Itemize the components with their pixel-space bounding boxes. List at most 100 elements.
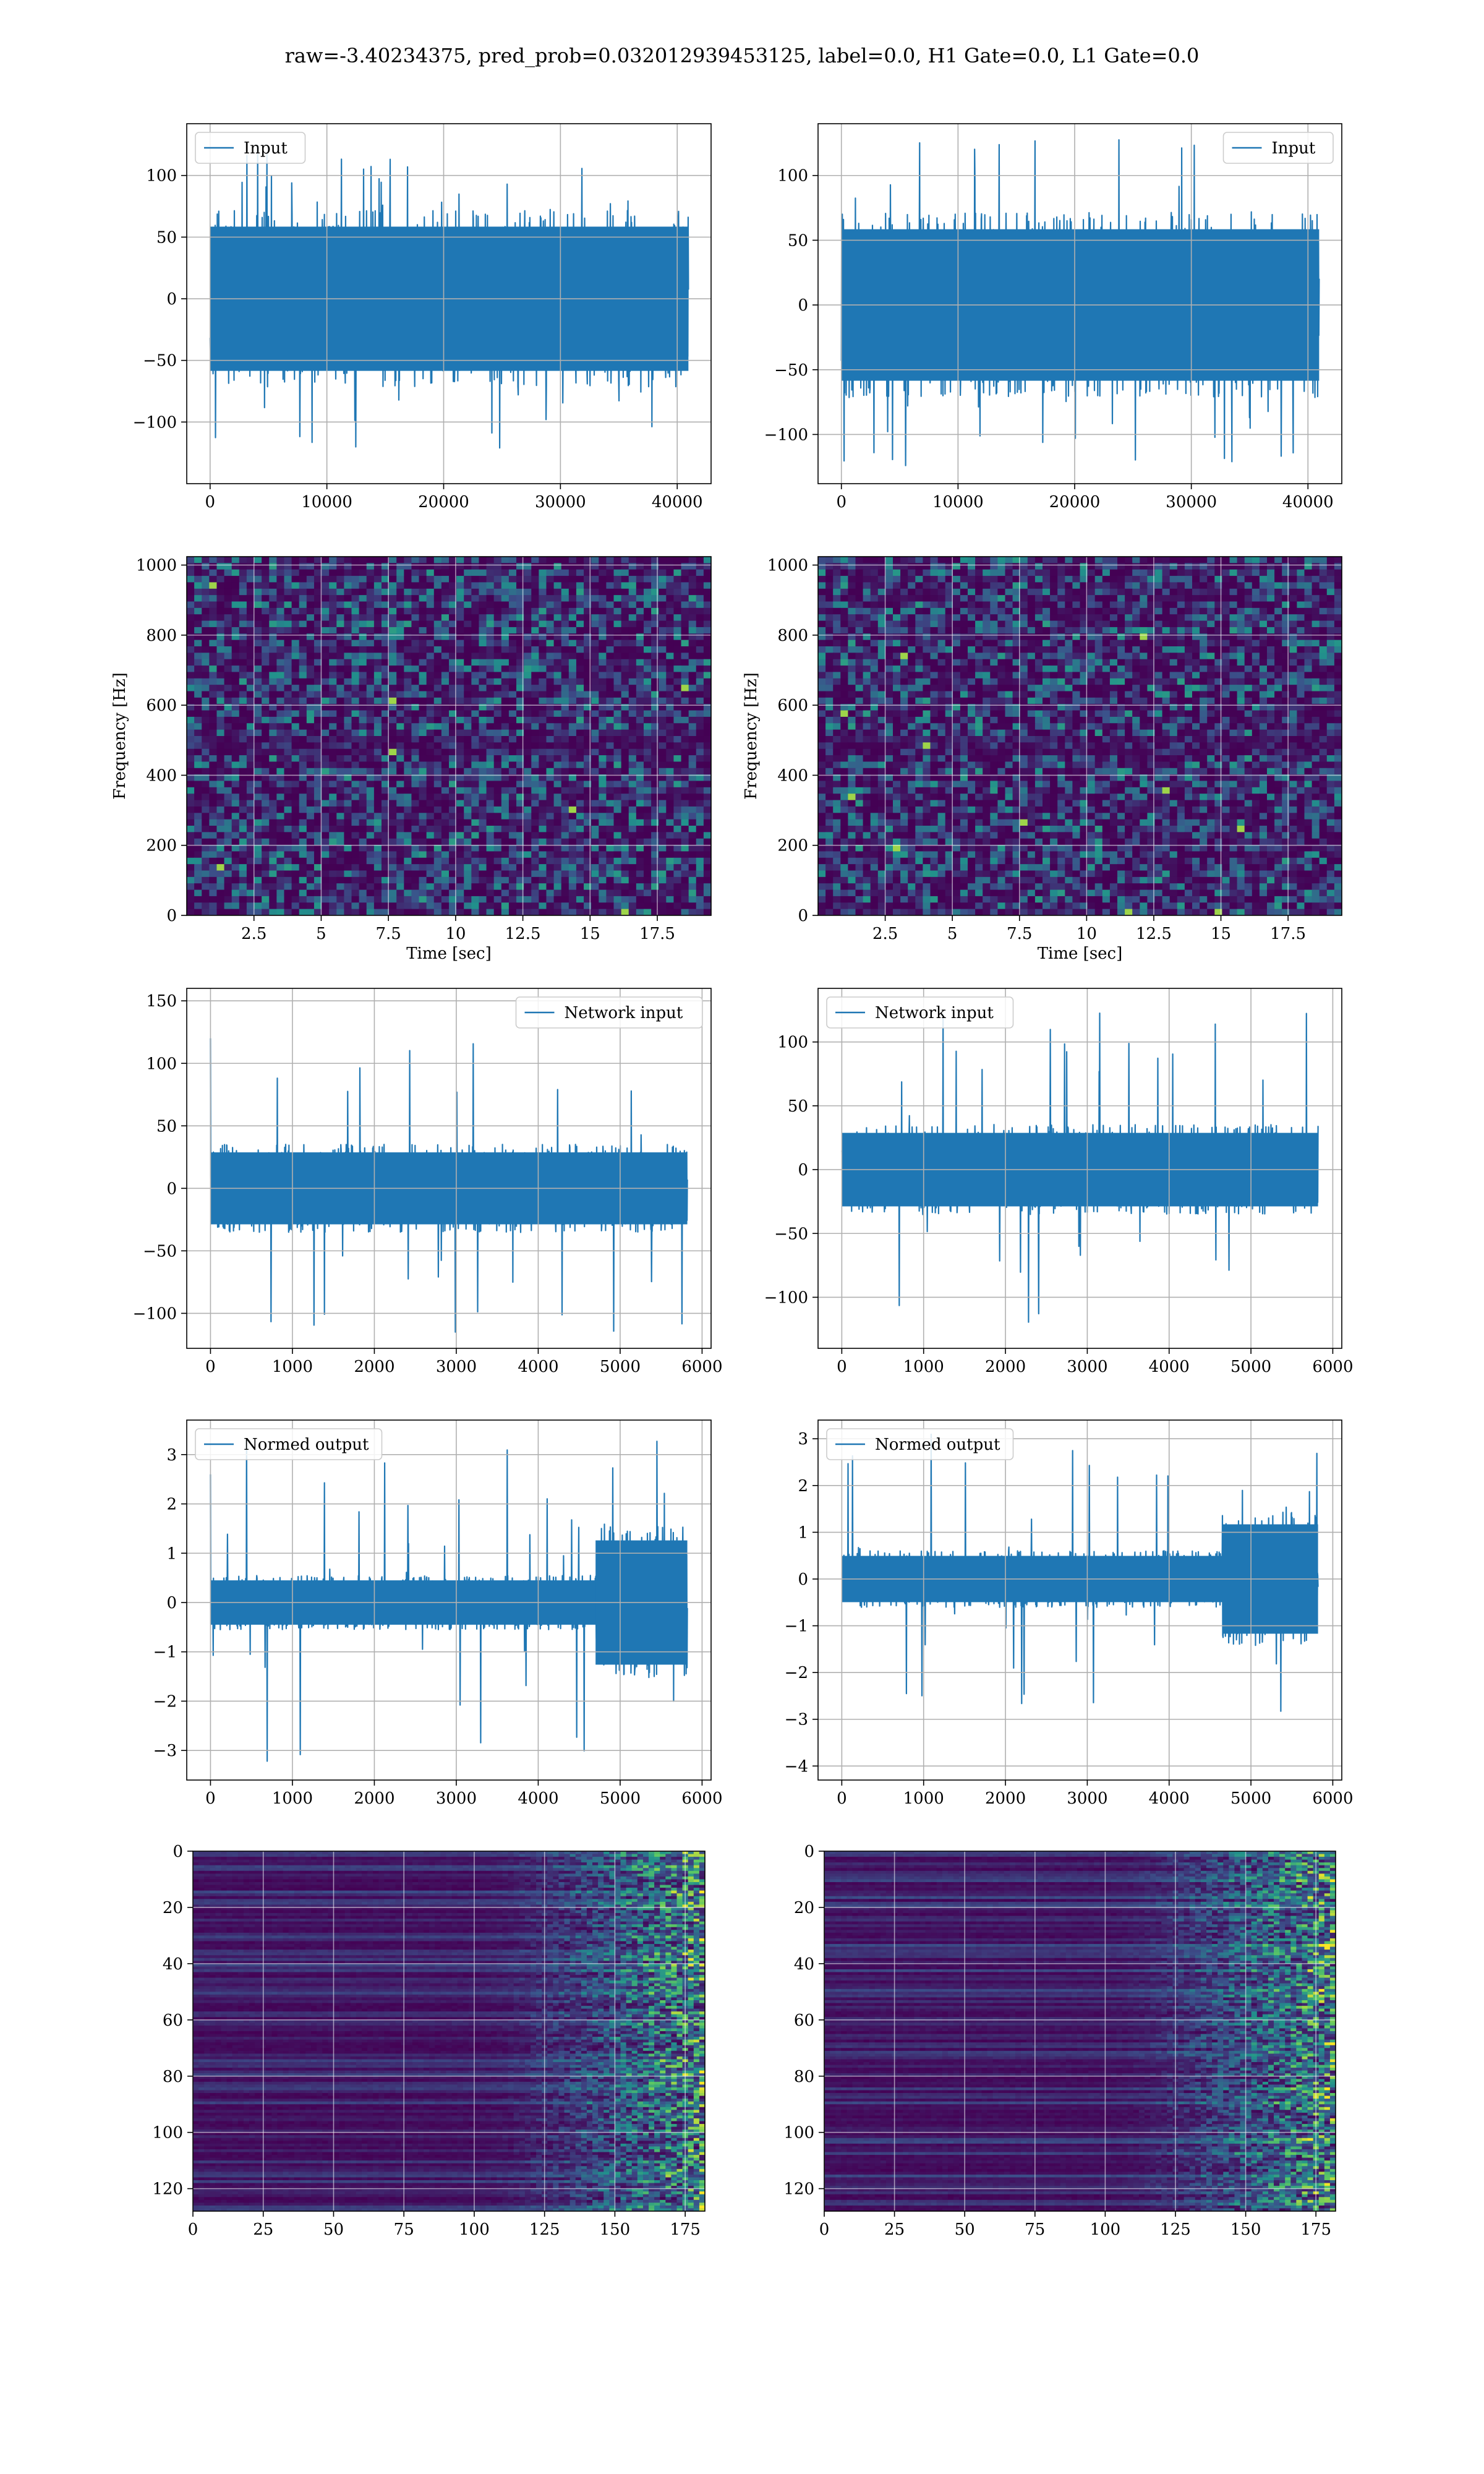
legend-label: Normed output (244, 1436, 369, 1454)
y-tick-label: 1 (166, 1544, 177, 1563)
axes-frame (817, 988, 1342, 1349)
x-tick-label: 12.5 (505, 925, 541, 943)
subplot-row5-right: 0 25 50 75 100 125 150 175 0 20 40 60 80 100 120 (783, 1843, 1336, 2239)
x-tick-label: 0 (837, 1789, 847, 1808)
y-tick-label: −50 (774, 1225, 808, 1243)
x-tick-label: 1000 (272, 1789, 313, 1808)
y-tick-label: 60 (794, 2011, 814, 2030)
tick-labels: 0 25 50 75 100 125 150 175 0 20 40 60 80 100 120 (152, 1843, 701, 2239)
x-axis-label: Time [sec] (1038, 944, 1123, 963)
subplot-grid: 0 10000 20000 30000 40000−100−50050100Input0… (111, 123, 1354, 2239)
x-tick-label: 5 (947, 925, 958, 943)
y-tick-label: −100 (764, 426, 808, 444)
x-tick-label: 6000 (1312, 1358, 1353, 1376)
axes-frame (186, 1419, 712, 1781)
x-tick-label: 1000 (903, 1358, 944, 1376)
y-tick-label: −3 (153, 1742, 177, 1760)
y-tick-label: 3 (798, 1430, 808, 1449)
x-tick-label: 12.5 (1136, 925, 1172, 943)
x-tick-label: 2000 (354, 1789, 394, 1808)
figure-suptitle: raw=-3.40234375, pred_prob=0.03201293945… (285, 44, 1200, 67)
x-tick-label: 40000 (652, 493, 703, 511)
x-tick-label: 75 (394, 2220, 414, 2239)
legend: Network input (515, 996, 703, 1029)
x-tick-label: 17.5 (1270, 925, 1306, 943)
y-tick-label: 0 (804, 1843, 814, 1861)
y-tick-label: 0 (798, 296, 808, 315)
x-tick-label: 175 (670, 2220, 701, 2239)
y-tick-label: 80 (163, 2068, 183, 2086)
x-tick-label: 5000 (1230, 1358, 1271, 1376)
axes-frame (817, 556, 1342, 916)
legend: Normed output (195, 1428, 383, 1460)
x-tick-label: 1000 (903, 1789, 944, 1808)
subplot-row2-left: 2.5 5 7.5 10 12.5 15 17.5 0 200 400 600 800 1000 Time… (111, 556, 712, 963)
y-tick-label: 100 (146, 1055, 177, 1073)
tick-labels: 0 1000 2000 3000 4000 5000 6000 −3 −2 −1 0 1 2 3 (153, 1446, 723, 1808)
y-tick-label: 0 (798, 1161, 808, 1179)
y-tick-label: 20 (794, 1899, 814, 1917)
x-tick-label: 15 (580, 925, 600, 943)
subplot-row2-right: 2.5 5 7.5 10 12.5 15 17.5 0 200 400 600 800 1000 Time… (742, 556, 1342, 963)
x-tick-label: 4000 (1149, 1358, 1190, 1376)
x-tick-label: 150 (1230, 2220, 1261, 2239)
x-tick-label: 0 (205, 493, 215, 511)
x-tick-label: 4000 (518, 1789, 558, 1808)
y-tick-label: 0 (166, 1594, 177, 1612)
y-tick-label: 400 (146, 766, 177, 785)
subplot-row4-left: 0 1000 2000 3000 4000 5000 6000 −3 −2 −1 0 1 2 3 Norme… (153, 1419, 723, 1808)
subplot-row1-right: 0 10000 20000 30000 40000 −100 −50 0 50 100 Input (764, 123, 1342, 511)
y-tick-label: 0 (166, 290, 177, 309)
axes-frame (186, 556, 712, 916)
grid-lines (187, 988, 711, 1348)
y-tick-label: −4 (785, 1757, 808, 1776)
grid-lines (187, 124, 711, 484)
x-tick-label: 20000 (1049, 493, 1101, 511)
y-tick-label: 100 (777, 1034, 808, 1052)
axes-frame (824, 1851, 1336, 2212)
x-tick-label: 125 (529, 2220, 560, 2239)
x-tick-label: 40000 (1282, 493, 1334, 511)
x-axis-label: Time [sec] (406, 944, 492, 963)
y-tick-label: 50 (156, 228, 177, 247)
legend: Input (195, 132, 306, 164)
tick-labels: 2.5 5 7.5 10 12.5 15 17.5 0 200 400 600 800 1000 (767, 557, 1306, 943)
x-tick-label: 0 (837, 1358, 847, 1376)
x-tick-label: 10000 (301, 493, 352, 511)
axes-frame (186, 123, 712, 484)
x-tick-label: 3000 (436, 1789, 477, 1808)
subplot-row4-right: 0 1000 2000 3000 4000 5000 6000 −4 −3 −2 −1 0 1 2 3 Nor… (785, 1419, 1354, 1808)
x-tick-label: 100 (1090, 2220, 1121, 2239)
y-tick-label: 60 (163, 2011, 183, 2030)
y-tick-label: 40 (794, 1955, 814, 1974)
y-tick-label: −3 (785, 1711, 808, 1729)
y-tick-label: −1 (153, 1643, 177, 1662)
y-tick-label: −2 (153, 1692, 177, 1711)
x-tick-label: 3000 (436, 1358, 477, 1376)
x-tick-label: 50 (955, 2220, 975, 2239)
x-tick-label: 4000 (1149, 1789, 1190, 1808)
y-tick-label: −2 (785, 1664, 808, 1682)
legend-label: Input (244, 139, 288, 158)
x-tick-label: 0 (188, 2220, 198, 2239)
y-tick-label: 150 (146, 992, 177, 1011)
x-tick-label: 5 (316, 925, 326, 943)
y-axis-label: Frequency [Hz] (111, 672, 129, 800)
legend: Normed output (826, 1428, 1014, 1460)
y-tick-label: 1 (798, 1523, 808, 1542)
y-tick-label: 0 (173, 1843, 183, 1861)
y-tick-label: 20 (163, 1899, 183, 1917)
tick-labels: 0 10000 20000 30000 40000 −100 −50 0 50 100 (764, 167, 1334, 511)
legend: Input (1222, 132, 1334, 164)
y-tick-label: 120 (783, 2180, 814, 2199)
x-tick-label: 25 (884, 2220, 905, 2239)
subplot-row3-right: 0 1000 2000 3000 4000 5000 6000 −100 −50 0 50 100 Ne… (764, 988, 1354, 1376)
x-tick-label: 5000 (1230, 1789, 1271, 1808)
y-tick-label: 100 (146, 167, 177, 186)
y-tick-label: 50 (788, 231, 808, 250)
y-tick-label: 600 (146, 696, 177, 715)
x-tick-label: 125 (1160, 2220, 1191, 2239)
x-tick-label: 6000 (681, 1358, 722, 1376)
y-tick-label: −50 (143, 352, 177, 370)
x-tick-label: 2.5 (872, 925, 898, 943)
